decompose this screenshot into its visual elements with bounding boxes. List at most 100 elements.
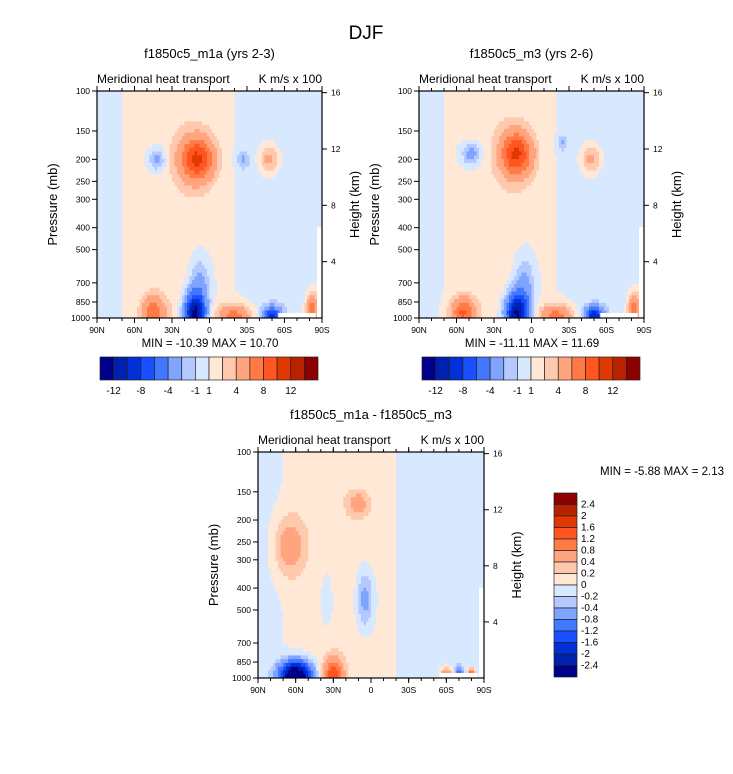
contour-cell	[182, 128, 186, 134]
contour-cell	[104, 302, 108, 308]
contour-cell	[107, 212, 111, 217]
contour-cell	[282, 204, 286, 209]
contour-cell	[159, 283, 163, 289]
contour-cell	[207, 265, 211, 270]
contour-cell	[229, 265, 233, 270]
contour-cell	[137, 234, 141, 240]
contour-cell	[207, 230, 211, 236]
contour-cell	[119, 215, 123, 221]
contour-cell	[174, 276, 178, 281]
contour-cell	[164, 162, 168, 168]
contour-cell	[282, 230, 286, 236]
contour-cell	[112, 200, 116, 206]
contour-cell	[264, 230, 268, 236]
contour-cell	[142, 170, 146, 175]
contour-cell	[132, 170, 136, 175]
contour-cell	[227, 314, 231, 318]
contour-cell	[109, 283, 113, 289]
contour-cell	[262, 299, 266, 304]
contour-cell	[292, 140, 296, 145]
contour-cell	[287, 174, 291, 179]
contour-cell	[294, 234, 298, 240]
contour-cell	[282, 185, 286, 190]
contour-cell	[107, 170, 111, 175]
contour-cell	[139, 287, 143, 293]
contour-cell	[292, 159, 296, 164]
contour-cell	[284, 174, 288, 179]
contour-cell	[222, 257, 226, 262]
contour-cell	[254, 162, 258, 168]
contour-cell	[249, 151, 253, 156]
contour-cell	[219, 314, 223, 318]
contour-cell	[177, 223, 181, 228]
contour-cell	[282, 147, 286, 153]
contour-cell	[282, 162, 286, 168]
contour-cell	[177, 249, 181, 255]
contour-cell	[187, 140, 191, 145]
contour-cell	[117, 151, 121, 156]
contour-cell	[162, 295, 166, 300]
contour-cell	[189, 272, 193, 277]
contour-cell	[304, 125, 308, 130]
contour-cell	[157, 223, 161, 228]
contour-cell	[144, 185, 148, 190]
contour-cell	[209, 212, 213, 217]
contour-cell	[252, 128, 256, 134]
contour-cell	[194, 185, 198, 190]
contour-cell	[274, 162, 278, 168]
contour-cell	[237, 291, 241, 296]
contour-cell	[137, 265, 141, 270]
contour-cell	[237, 181, 241, 187]
contour-cell	[282, 196, 286, 202]
contour-cell	[252, 306, 256, 312]
contour-cell	[114, 295, 118, 300]
contour-cell	[214, 253, 218, 259]
contour-cell	[179, 302, 183, 308]
contour-cell	[277, 310, 281, 315]
contour-cell	[184, 276, 188, 281]
contour-cell	[107, 109, 111, 115]
contour-cell	[232, 121, 236, 126]
contour-cell	[149, 121, 153, 126]
contour-cell	[127, 189, 131, 194]
contour-cell	[224, 91, 228, 96]
contour-cell	[217, 261, 221, 266]
contour-cell	[122, 268, 126, 274]
contour-cell	[164, 189, 168, 194]
contour-cell	[287, 306, 291, 312]
contour-cell	[199, 113, 203, 119]
contour-cell	[274, 132, 278, 137]
contour-cell	[167, 91, 171, 96]
contour-cell	[222, 181, 226, 187]
contour-cell	[109, 91, 113, 96]
contour-cell	[227, 276, 231, 281]
contour-cell	[219, 276, 223, 281]
contour-cell	[104, 102, 108, 107]
contour-cell	[289, 181, 293, 187]
contour-cell	[277, 249, 281, 255]
contour-cell	[299, 109, 303, 115]
contour-cell	[127, 212, 131, 217]
contour-cell	[144, 98, 148, 103]
contour-cell	[277, 185, 281, 190]
contour-cell	[304, 94, 308, 100]
contour-cell	[299, 147, 303, 153]
contour-cell	[202, 98, 206, 103]
contour-cell	[154, 159, 158, 164]
contour-cell	[129, 181, 133, 187]
contour-cell	[127, 242, 131, 247]
contour-cell	[287, 162, 291, 168]
contour-cell	[124, 106, 128, 111]
contour-cell	[124, 230, 128, 236]
contour-cell	[97, 219, 101, 225]
contour-cell	[137, 276, 141, 281]
contour-cell	[114, 227, 118, 232]
contour-cell	[177, 128, 181, 134]
contour-cell	[284, 128, 288, 134]
contour-cell	[272, 310, 276, 315]
contour-cell	[109, 162, 113, 168]
contour-cell	[187, 155, 191, 160]
contour-cell	[237, 189, 241, 194]
contour-cell	[279, 185, 283, 190]
contour-cell	[292, 299, 296, 304]
